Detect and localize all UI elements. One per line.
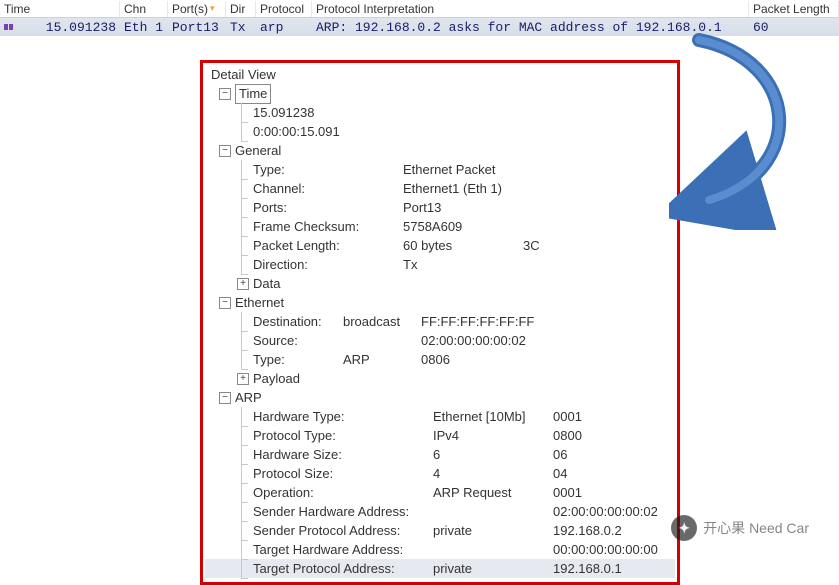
- tree-node-time[interactable]: − Time: [205, 84, 675, 103]
- packet-table-header: Time Chn Port(s)▾ Dir Protocol Protocol …: [0, 0, 839, 18]
- tree-leaf[interactable]: Destination:broadcastFF:FF:FF:FF:FF:FF: [205, 312, 675, 331]
- collapse-icon[interactable]: −: [219, 145, 231, 157]
- tree-node-ethernet[interactable]: − Ethernet: [205, 293, 675, 312]
- detail-view-panel: Detail View − Time 15.091238 0:00:00:15.…: [200, 60, 680, 585]
- tree-leaf[interactable]: 0:00:00:15.091: [205, 122, 675, 141]
- tree-leaf[interactable]: Ports:Port13: [205, 198, 675, 217]
- col-interp[interactable]: Protocol Interpretation: [312, 1, 749, 17]
- tree-leaf[interactable]: Protocol Size:404: [205, 464, 675, 483]
- tree-leaf[interactable]: Target Hardware Address:00:00:00:00:00:0…: [205, 540, 675, 559]
- packet-icon: [0, 22, 18, 32]
- tree-leaf[interactable]: Target Protocol Address:private192.168.0…: [205, 559, 675, 578]
- col-time[interactable]: Time: [0, 1, 120, 17]
- tree-leaf[interactable]: Source:02:00:00:00:00:02: [205, 331, 675, 350]
- detail-tree: − Time 15.091238 0:00:00:15.091 − Genera…: [205, 84, 675, 580]
- col-dir[interactable]: Dir: [226, 1, 256, 17]
- tree-node-data[interactable]: +Data: [205, 274, 675, 293]
- expand-icon[interactable]: +: [237, 278, 249, 290]
- tree-leaf[interactable]: Type:ARP0806: [205, 350, 675, 369]
- watermark-text: 开心果 Need Car: [703, 518, 809, 538]
- tree-node-arp[interactable]: − ARP: [205, 388, 675, 407]
- filter-icon[interactable]: ▾: [210, 3, 215, 14]
- tree-leaf[interactable]: Sender Hardware Address:02:00:00:00:00:0…: [205, 502, 675, 521]
- col-len[interactable]: Packet Length: [749, 1, 839, 17]
- tree-leaf[interactable]: Packet Length:60 bytes3C: [205, 236, 675, 255]
- row-protocol: arp: [256, 20, 312, 35]
- expand-icon[interactable]: +: [237, 373, 249, 385]
- tree-leaf[interactable]: Operation:ARP Request0001: [205, 483, 675, 502]
- tree-leaf[interactable]: Hardware Size:606: [205, 445, 675, 464]
- tree-leaf[interactable]: Sender Protocol Address:private192.168.0…: [205, 521, 675, 540]
- col-ports[interactable]: Port(s)▾: [168, 1, 226, 17]
- watermark: ✦ 开心果 Need Car: [671, 515, 809, 541]
- collapse-icon[interactable]: −: [219, 88, 231, 100]
- collapse-icon[interactable]: −: [219, 392, 231, 404]
- col-protocol[interactable]: Protocol: [256, 1, 312, 17]
- tree-leaf[interactable]: Protocol Type:IPv40800: [205, 426, 675, 445]
- row-time: 15.091238: [18, 20, 120, 35]
- tree-leaf[interactable]: Channel:Ethernet1 (Eth 1): [205, 179, 675, 198]
- tree-node-payload[interactable]: +Payload: [205, 369, 675, 388]
- tree-leaf[interactable]: Direction:Tx: [205, 255, 675, 274]
- tree-node-general[interactable]: − General: [205, 141, 675, 160]
- row-ports: Port13: [168, 20, 226, 35]
- detail-view-title: Detail View: [205, 65, 675, 84]
- tree-leaf[interactable]: Type:Ethernet Packet: [205, 160, 675, 179]
- col-chn[interactable]: Chn: [120, 1, 168, 17]
- tree-leaf[interactable]: 15.091238: [205, 103, 675, 122]
- watermark-icon: ✦: [671, 515, 697, 541]
- tree-leaf[interactable]: Frame Checksum:5758A609: [205, 217, 675, 236]
- arrow-annotation: [669, 30, 819, 230]
- collapse-icon[interactable]: −: [219, 297, 231, 309]
- row-chn: Eth 1: [120, 20, 168, 35]
- tree-leaf[interactable]: Hardware Type:Ethernet [10Mb]0001: [205, 407, 675, 426]
- row-dir: Tx: [226, 20, 256, 35]
